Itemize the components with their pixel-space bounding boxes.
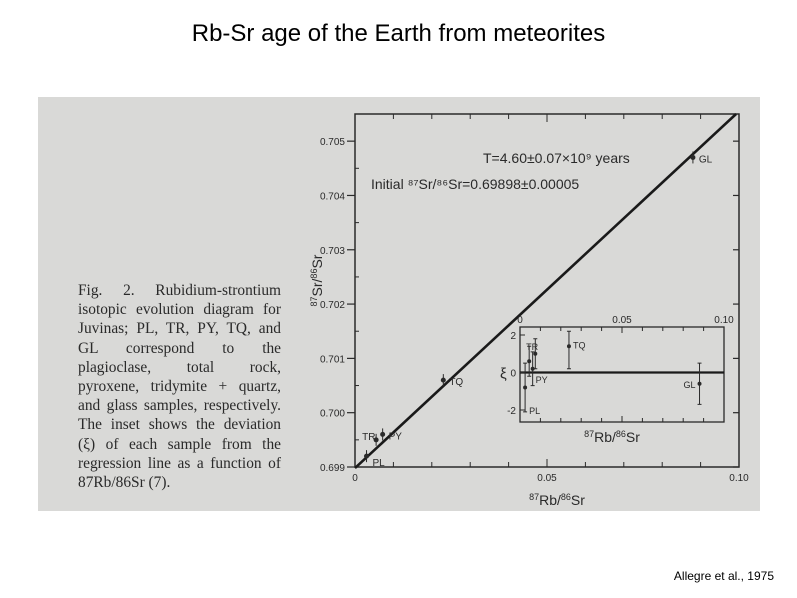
scanned-figure: Fig. 2. Rubidium-strontium isotopic evol…: [38, 97, 760, 511]
inset-point-label: GL: [684, 380, 696, 390]
inset-y-tick-label: 0: [510, 369, 516, 380]
inset-frame: [519, 326, 725, 423]
inset-data-point: [533, 351, 538, 356]
inset-data-point: [527, 359, 532, 364]
inset-data-point: [530, 366, 535, 371]
inset-point-label: PL: [529, 406, 540, 416]
figure-caption: Fig. 2. Rubidium-strontium isotopic evol…: [78, 282, 281, 492]
inset-data-point: [566, 344, 571, 349]
inset-point-label: PY: [536, 375, 548, 385]
inset-data-point: [697, 381, 702, 386]
inset-x-tick-label: 0.10: [714, 315, 734, 326]
citation: Allegre et al., 1975: [673, 569, 774, 583]
y-tick-label: 0.704: [320, 191, 345, 202]
point-label: TR: [362, 432, 375, 443]
point-label: PL: [373, 458, 386, 469]
x-tick-label: 0: [352, 473, 358, 484]
x-tick-label: 0.10: [729, 473, 749, 484]
inset-y-tick-label: 2: [510, 331, 516, 342]
y-tick-label: 0.703: [320, 246, 345, 257]
point-label: TQ: [449, 377, 463, 388]
y-tick-label: 0.700: [320, 409, 345, 420]
y-axis-label: 87Sr/86Sr: [309, 254, 325, 306]
y-tick-label: 0.702: [320, 300, 345, 311]
main-isochron-plot: 0.699 0.700 0.701 0.702 0.703 0.704 0.705 0 0.05…: [309, 113, 749, 508]
inset-x-tick-label: 0: [517, 315, 523, 326]
age-annotation: T=4.60±0.07×10⁹ years: [483, 150, 630, 166]
inset-data-point: [523, 385, 528, 390]
x-axis-label: 87Rb/86Sr: [529, 492, 585, 508]
initial-ratio-annotation: Initial ⁸⁷Sr/⁸⁶Sr=0.69898±0.00005: [371, 176, 579, 192]
inset-x-tick-label: 0.05: [612, 315, 632, 326]
point-label: GL: [699, 154, 713, 165]
inset-x-axis-label: 87Rb/86Sr: [584, 429, 640, 445]
y-tick-label: 0.699: [320, 463, 345, 474]
inset-point-label: TR: [526, 342, 538, 352]
regression-line: [354, 113, 737, 470]
inset-y-tick-label: -2: [507, 406, 516, 417]
inset-y-axis-label: ξ: [500, 366, 507, 383]
y-tick-label: 0.705: [320, 137, 345, 148]
inset-point-label: TQ: [573, 340, 586, 350]
slide-title: Rb-Sr age of the Earth from meteorites: [191, 20, 606, 47]
point-label: PY: [389, 431, 403, 442]
x-tick-label: 0.05: [537, 473, 557, 484]
y-tick-label: 0.701: [320, 354, 345, 365]
